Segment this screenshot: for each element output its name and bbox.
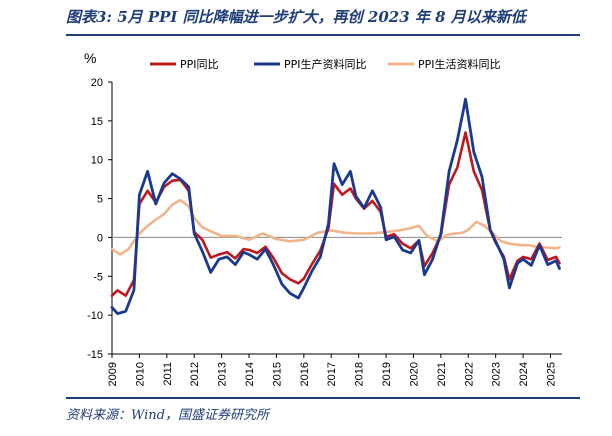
x-tick-label: 2014: [244, 362, 256, 386]
x-tick-label: 2017: [326, 362, 338, 386]
series-line-living: [110, 198, 561, 256]
legend-item-production: PPI生产资料同比: [254, 57, 367, 71]
x-tick-label: 2013: [217, 362, 229, 386]
x-tick-label: 2009: [107, 362, 119, 386]
y-tick-label: -5: [93, 271, 103, 283]
source-rule: [66, 397, 580, 399]
x-tick-label: 2016: [299, 362, 311, 386]
x-tick-label: 2018: [354, 362, 366, 386]
figure-title: 图表3: 5月 PPI 同比降幅进一步扩大，再创 2023 年 8 月以来新低: [66, 8, 526, 26]
x-tick-label: 2020: [408, 362, 420, 386]
x-tick-label: 2022: [463, 362, 475, 386]
title-rule: [66, 34, 580, 36]
legend-label: PPI同比: [180, 58, 219, 71]
legend-item-living: PPI生活资料同比: [388, 57, 501, 71]
x-tick-label: 2015: [271, 362, 283, 386]
y-tick-label: -10: [87, 310, 103, 322]
x-tick-label: 2023: [491, 362, 503, 386]
x-tick-label: 2021: [436, 362, 448, 386]
y-tick-label: 10: [91, 155, 103, 167]
series-line-production: [110, 97, 561, 315]
x-tick-label: 2025: [545, 362, 557, 386]
y-tick-label: 15: [91, 116, 103, 128]
x-tick-label: 2019: [381, 362, 393, 386]
series-layer: [110, 97, 561, 315]
x-tick-label: 2024: [518, 362, 530, 386]
y-tick-label: 5: [97, 194, 103, 206]
source-note: 资料来源：Wind，国盛证券研究所: [66, 408, 269, 423]
x-tick-label: 2012: [189, 362, 201, 386]
legend-label: PPI生活资料同比: [418, 57, 501, 71]
x-tick-label: 2011: [162, 362, 174, 386]
y-unit-label: %: [84, 50, 96, 66]
y-tick-label: -15: [87, 349, 103, 361]
y-tick-label: 20: [91, 77, 103, 89]
x-tick-label: 2010: [134, 362, 146, 386]
chart-axes: -15 -10 -5 0 5 10 15 20 2009 2010 2011 2012 2013 2014…: [87, 77, 562, 386]
legend-label: PPI生产资料同比: [284, 57, 367, 71]
y-tick-label: 0: [97, 232, 103, 244]
chart-legend: PPI同比 PPI生产资料同比 PPI生活资料同比: [150, 57, 501, 71]
legend-item-ppi: PPI同比: [150, 58, 219, 71]
series-line-ppi: [110, 131, 561, 297]
